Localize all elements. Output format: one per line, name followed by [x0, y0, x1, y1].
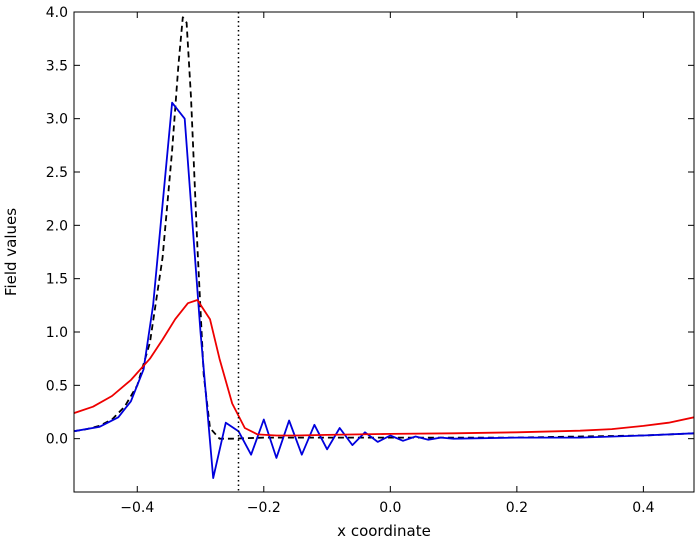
y-tick-label: 3.5: [46, 58, 68, 74]
axis-ticks: −0.4 −0.2 0.0 0.2 0.4 0.0 0.5 1.0 1.5 2.0 2.5 3.0 3.…: [46, 5, 694, 516]
x-tick-label: −0.2: [247, 500, 281, 516]
y-tick-label: 2.0: [46, 218, 68, 234]
y-axis-label: Field values: [2, 208, 20, 296]
y-tick-label: 3.0: [46, 112, 68, 128]
series-line-1: [74, 16, 694, 440]
x-axis-label: x coordinate: [337, 522, 431, 540]
y-tick-label: 1.0: [46, 325, 68, 341]
series-line-2: [74, 101, 694, 479]
plot-area: [74, 12, 694, 492]
y-tick-label: 0.0: [46, 432, 68, 448]
y-tick-label: 2.5: [46, 165, 68, 181]
y-tick-label: 1.5: [46, 272, 68, 288]
series-line-3: [74, 299, 694, 437]
x-tick-label: 0.2: [506, 500, 528, 516]
y-tick-label: 4.0: [46, 5, 68, 21]
x-tick-label: −0.4: [120, 500, 154, 516]
plot-frame: [73, 11, 695, 493]
x-tick-label: 0.0: [379, 500, 401, 516]
y-tick-label: 0.5: [46, 378, 68, 394]
x-tick-label: 0.4: [632, 500, 654, 516]
